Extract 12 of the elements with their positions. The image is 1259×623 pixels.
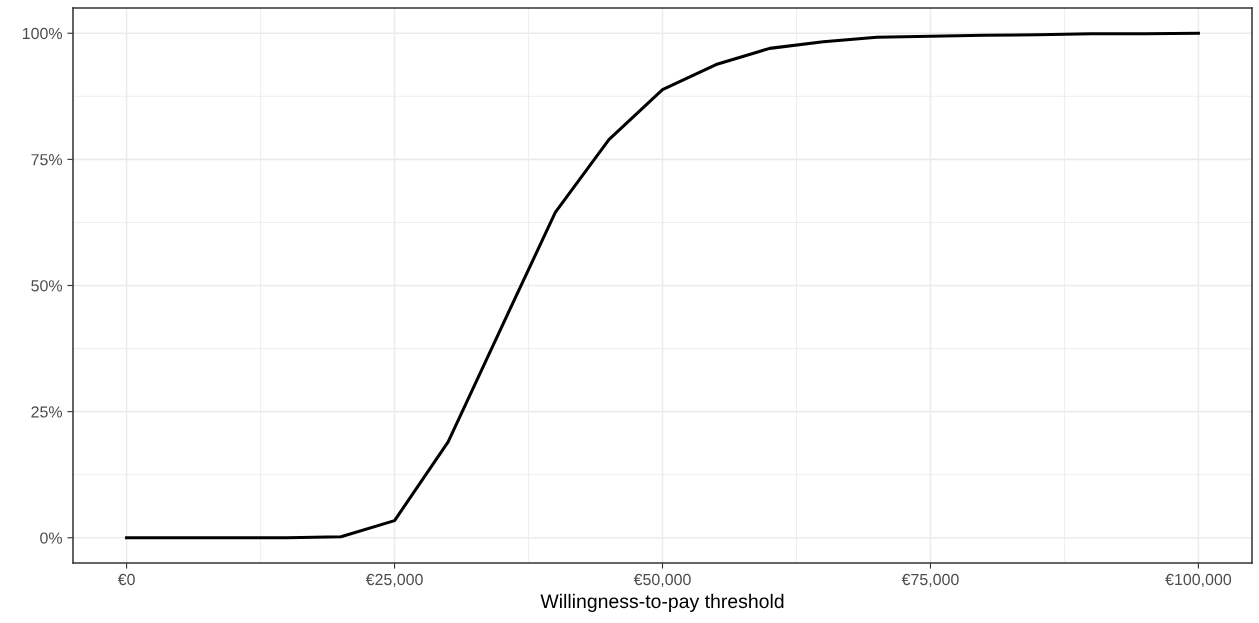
x-tick-label: €25,000 bbox=[365, 573, 423, 588]
x-tick-label: €100,000 bbox=[1165, 573, 1232, 588]
x-tick-label: €0 bbox=[117, 573, 135, 586]
x-tick-label: €75,000 bbox=[901, 573, 959, 588]
y-tick-label: 50% bbox=[31, 280, 63, 292]
y-tick-label: 0% bbox=[40, 532, 63, 544]
y-tick-label: 25% bbox=[31, 406, 63, 418]
x-tick-label: €50,000 bbox=[633, 573, 691, 588]
line-series bbox=[125, 31, 1200, 540]
x-axis-title: Willingness-to-pay threshold bbox=[540, 593, 784, 612]
y-tick-label: 75% bbox=[31, 154, 63, 166]
y-tick-label: 100% bbox=[22, 27, 63, 40]
